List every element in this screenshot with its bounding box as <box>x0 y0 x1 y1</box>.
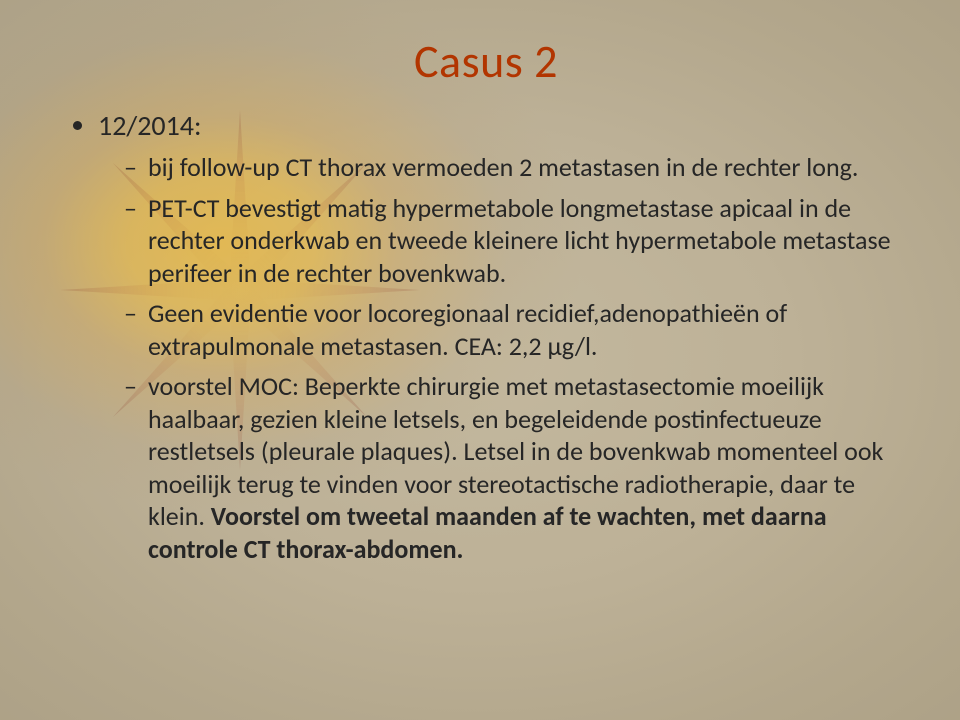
sub-bullet-3-bold: Voorstel om tweetal maanden af te wachte… <box>148 500 827 565</box>
slide: Casus 2 12/2014: bij follow-up CT thorax… <box>0 0 960 720</box>
date-label: 12/2014: <box>98 108 201 143</box>
slide-title: Casus 2 <box>72 34 900 90</box>
date-bullet: 12/2014: bij follow-up CT thorax vermoed… <box>98 108 900 565</box>
sub-bullet-3: voorstel MOC: Beperkte chirurgie met met… <box>124 370 900 565</box>
sub-bullet-0: bij follow-up CT thorax vermoeden 2 meta… <box>124 151 900 184</box>
sub-bullet-2: Geen evidentie voor locoregionaal recidi… <box>124 297 900 362</box>
sub-bullet-1: PET-CT bevestigt matig hypermetabole lon… <box>124 192 900 290</box>
sub-bullet-list: bij follow-up CT thorax vermoeden 2 meta… <box>98 151 900 565</box>
top-bullet-list: 12/2014: bij follow-up CT thorax vermoed… <box>72 108 900 565</box>
